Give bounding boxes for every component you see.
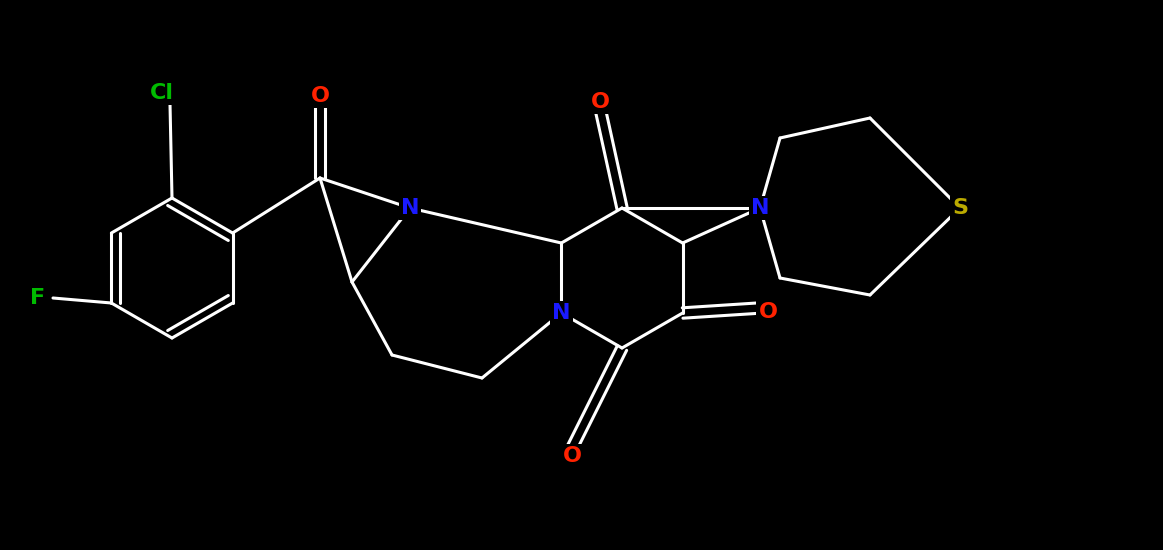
Text: O: O (311, 86, 329, 106)
Text: O: O (758, 302, 778, 322)
Text: Cl: Cl (150, 83, 174, 103)
Text: O: O (563, 446, 582, 466)
Text: N: N (401, 198, 419, 218)
Text: N: N (552, 303, 571, 323)
Text: F: F (30, 288, 45, 308)
Text: O: O (591, 92, 609, 112)
Text: S: S (952, 198, 968, 218)
Text: N: N (751, 198, 769, 218)
